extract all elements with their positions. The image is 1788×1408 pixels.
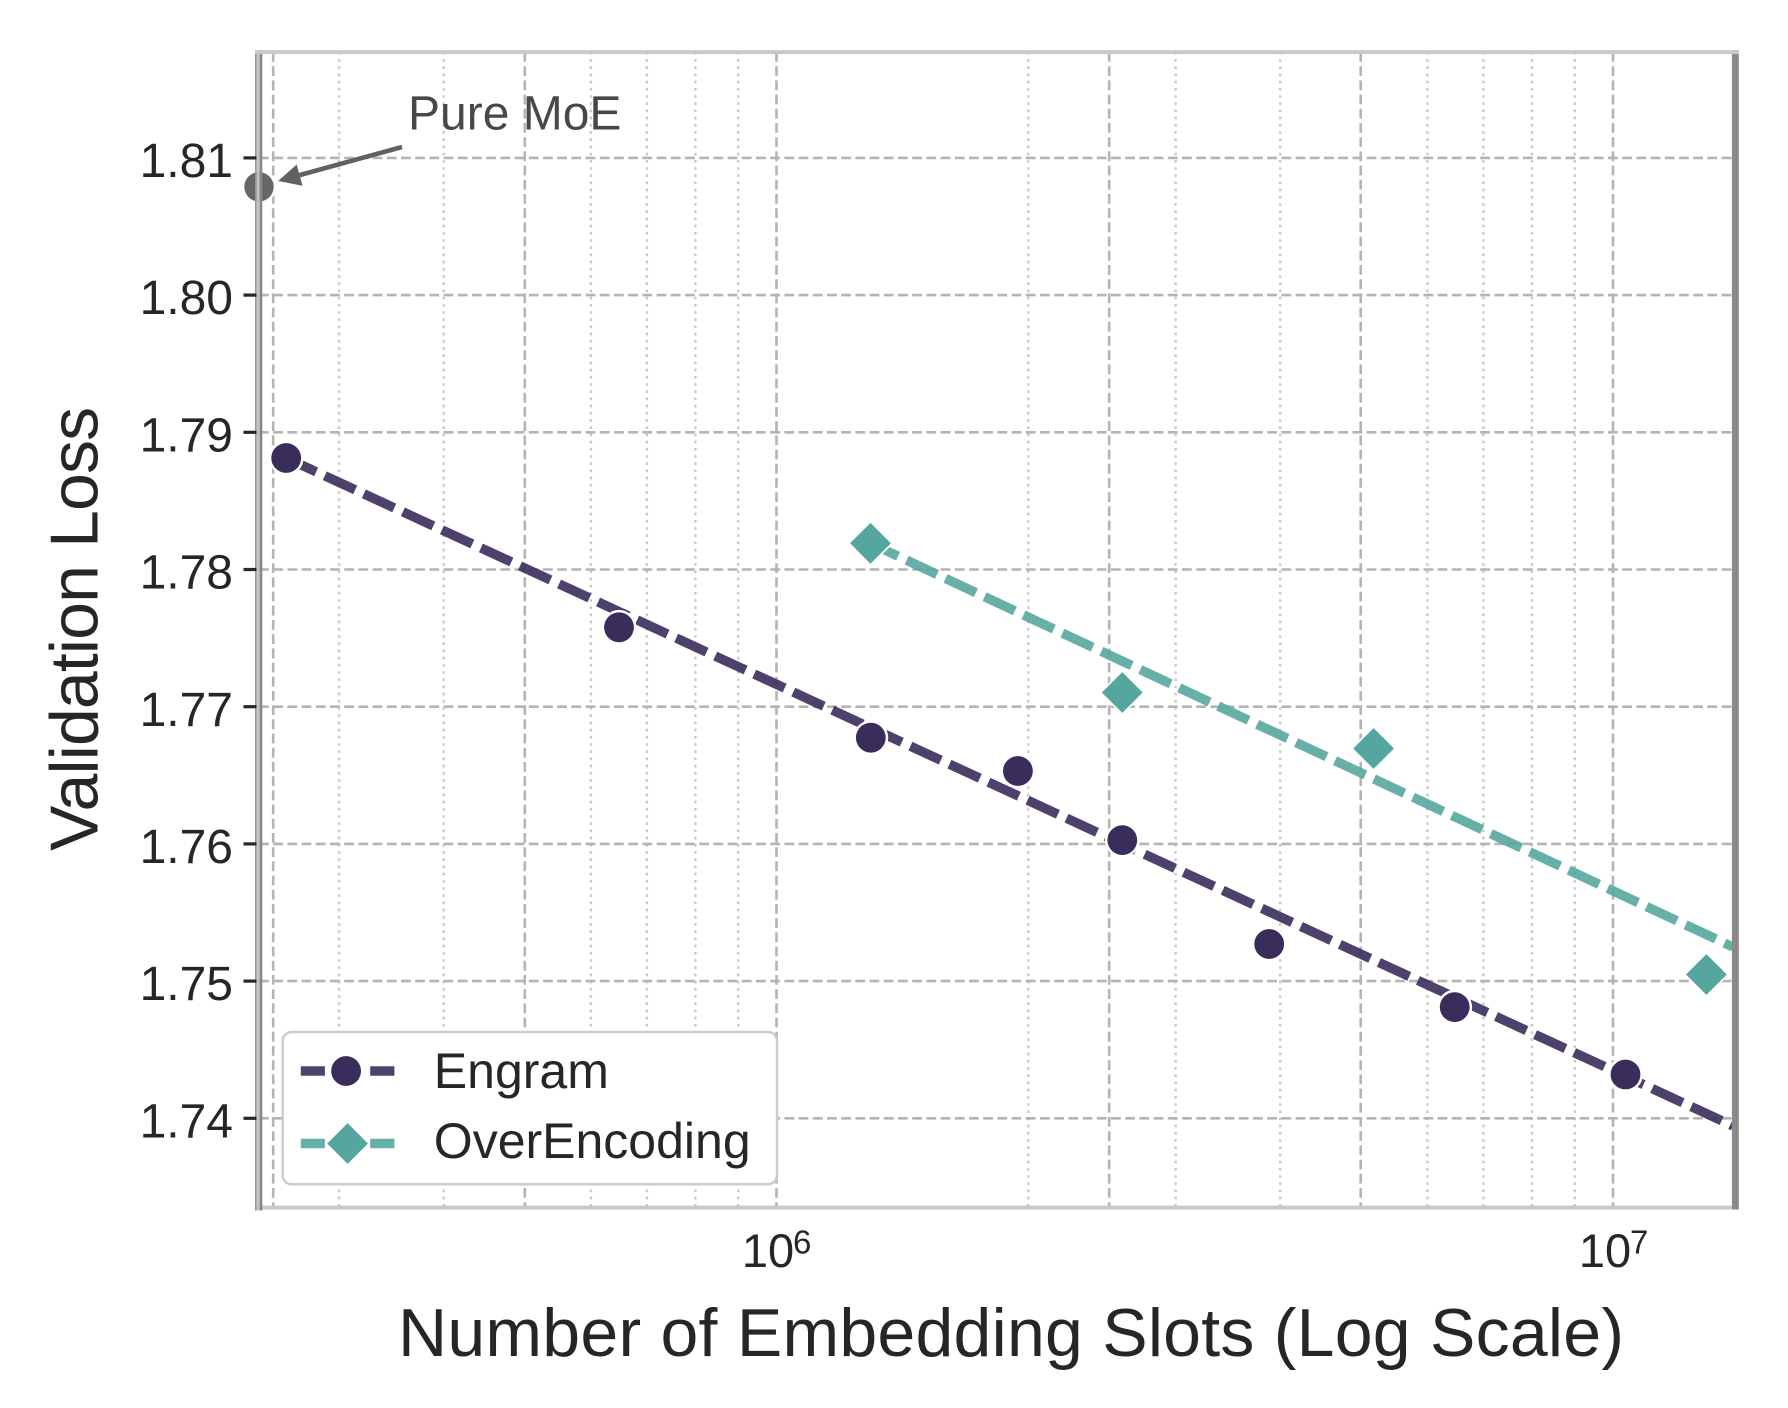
svg-text:OverEncoding: OverEncoding [434,1113,751,1169]
svg-text:6: 6 [793,1224,811,1261]
svg-text:Pure MoE: Pure MoE [408,88,621,141]
svg-text:1.81: 1.81 [140,135,233,188]
svg-text:10: 10 [1579,1224,1631,1277]
svg-text:1.74: 1.74 [140,1095,233,1148]
svg-text:1.76: 1.76 [140,821,233,874]
svg-text:Engram: Engram [434,1043,609,1099]
svg-text:1.80: 1.80 [140,272,233,325]
svg-text:1.75: 1.75 [140,958,233,1011]
svg-text:7: 7 [1630,1224,1648,1261]
svg-text:10: 10 [742,1224,794,1277]
svg-text:Number of Embedding Slots (Log: Number of Embedding Slots (Log Scale) [398,1295,1624,1371]
svg-text:1.79: 1.79 [140,409,233,462]
svg-text:1.77: 1.77 [140,684,233,737]
svg-text:Validation Loss: Validation Loss [37,407,113,851]
svg-text:1.78: 1.78 [140,547,233,600]
